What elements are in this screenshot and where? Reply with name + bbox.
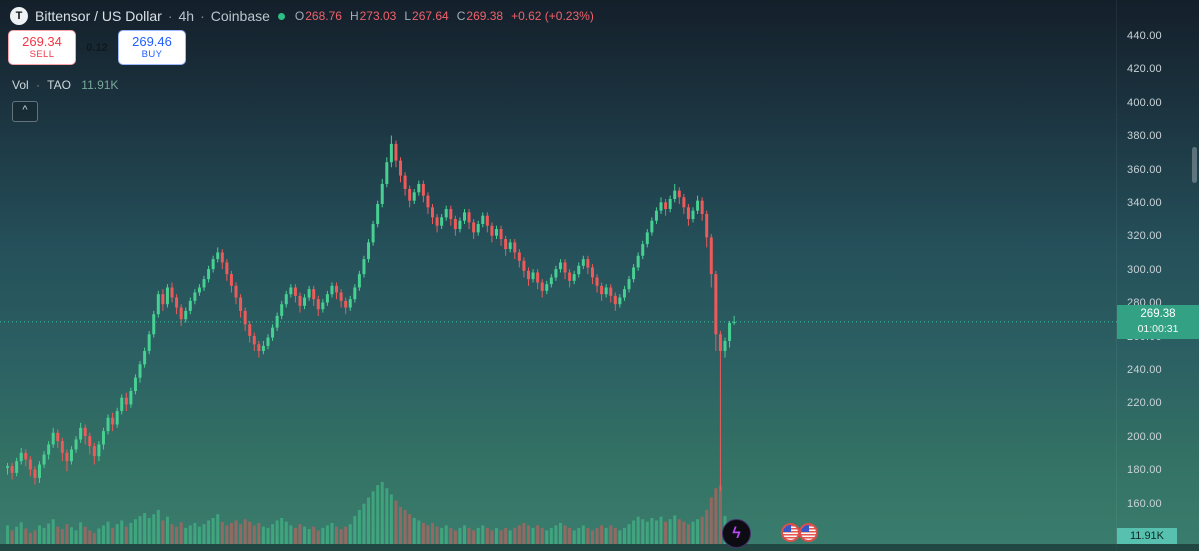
price-axis-label: 300.00 <box>1127 263 1162 276</box>
high-label: H <box>349 9 359 23</box>
volume-label: Vol <box>12 78 29 92</box>
ohlc-row: O 268.76 H 273.03 L 267.64 C 269.38 <box>295 9 511 23</box>
buy-price: 269.46 <box>132 34 172 49</box>
symbol-header: T Bittensor / US Dollar · 4h · Coinbase … <box>10 7 594 25</box>
price-axis[interactable]: 440.00 420.00 400.00 380.00 360.00 340.00 320.… <box>1117 0 1199 551</box>
flag-canton <box>801 525 809 532</box>
price-axis-label: 360.00 <box>1127 163 1162 176</box>
buy-button[interactable]: 269.46 BUY <box>118 30 186 65</box>
price-axis-label: 240.00 <box>1127 364 1162 376</box>
high-value: 273.03 <box>359 9 397 23</box>
sell-label: SELL <box>29 49 55 60</box>
chevron-up-icon: ^ <box>22 104 28 116</box>
open-value: 268.76 <box>305 9 342 23</box>
price-axis-label: 380.00 <box>1127 130 1162 143</box>
economic-event-flag-icon[interactable] <box>799 523 818 542</box>
market-status-dot <box>277 12 285 20</box>
price-axis-separator <box>1116 0 1117 551</box>
price-change: +0.62 (+0.23%) <box>511 9 594 23</box>
low-value: 267.64 <box>412 9 449 23</box>
price-scale-scrollbar[interactable] <box>1192 147 1197 183</box>
sell-button[interactable]: 269.34 SELL <box>8 30 76 65</box>
volume-value: 11.91K <box>81 78 119 92</box>
separator-dot: · <box>36 78 41 92</box>
volume-unit: TAO <box>47 78 71 92</box>
volume-indicator-row[interactable]: Vol · TAO 11.91K <box>12 78 118 92</box>
price-axis-label: 320.00 <box>1127 230 1162 243</box>
collapse-panel-button[interactable]: ^ <box>12 101 38 122</box>
sell-price: 269.34 <box>22 34 62 49</box>
low-label: L <box>404 9 412 23</box>
price-axis-label: 420.00 <box>1127 63 1162 76</box>
spread-value: 0.12 <box>86 41 108 54</box>
trade-panel: 269.34 SELL 0.12 269.46 BUY <box>8 30 186 65</box>
price-axis-label: 220.00 <box>1127 397 1162 410</box>
exchange-label[interactable]: Coinbase <box>210 8 270 24</box>
volume-axis-marker: 11.91K <box>1117 528 1177 544</box>
close-label: C <box>456 9 466 23</box>
price-axis-label: 200.00 <box>1127 430 1162 443</box>
symbol-title[interactable]: Bittensor / US Dollar <box>35 8 162 24</box>
current-price: 269.38 <box>1140 307 1176 320</box>
current-price-marker: 269.38 01:00:31 <box>1117 304 1199 339</box>
volume-bars <box>6 482 736 544</box>
price-axis-label: 340.00 <box>1127 197 1162 209</box>
time-axis[interactable] <box>0 544 1199 551</box>
bittensor-logo-icon: T <box>10 7 28 25</box>
candles <box>6 135 736 492</box>
event-marker-bolt-icon[interactable]: ϟ <box>722 519 751 548</box>
separator-dot: · <box>167 8 173 24</box>
lightning-icon: ϟ <box>732 524 741 542</box>
open-label: O <box>294 9 305 23</box>
economic-event-flag-icon[interactable] <box>781 523 800 542</box>
separator-dot: · <box>200 8 205 24</box>
price-axis-label: 440.00 <box>1127 30 1162 42</box>
price-axis-label: 180.00 <box>1127 464 1162 477</box>
close-value: 269.38 <box>466 9 504 23</box>
bar-countdown: 01:00:31 <box>1137 322 1179 335</box>
price-axis-label: 160.00 <box>1127 497 1162 510</box>
flag-canton <box>783 525 791 532</box>
interval-button[interactable]: 4h <box>178 8 195 24</box>
buy-label: BUY <box>141 49 163 60</box>
price-axis-label: 400.00 <box>1127 96 1162 109</box>
